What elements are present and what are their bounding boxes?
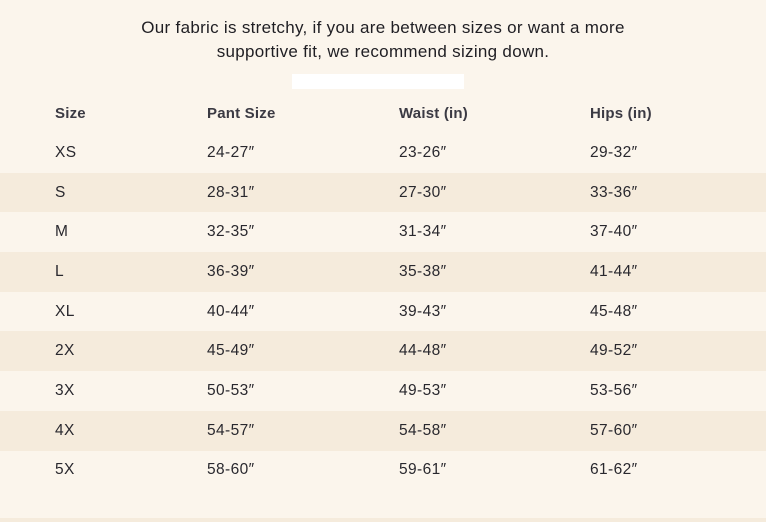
cell-pant-size: 50-53″: [207, 381, 255, 399]
cell-hips: 53-56″: [590, 381, 638, 399]
cell-pant-size: 36-39″: [207, 262, 255, 280]
cell-hips: 61-62″: [590, 461, 638, 479]
cell-pant-size: 24-27″: [207, 143, 255, 161]
cell-pant-size: 45-49″: [207, 342, 255, 360]
cell-waist: 23-26″: [399, 143, 447, 161]
cell-size: 4X: [55, 421, 75, 439]
table-row: L 36-39″ 35-38″ 41-44″: [0, 252, 766, 292]
cell-size: 2X: [55, 342, 75, 360]
cell-hips: 29-32″: [590, 143, 638, 161]
cell-hips: 41-44″: [590, 262, 638, 280]
table-row: M 32-35″ 31-34″ 37-40″: [0, 212, 766, 252]
cell-pant-size: 28-31″: [207, 183, 255, 201]
cell-size: 5X: [55, 461, 75, 479]
cell-waist: 49-53″: [399, 381, 447, 399]
cell-size: 3X: [55, 381, 75, 399]
bottom-stripe-band: [0, 518, 766, 522]
cell-pant-size: 54-57″: [207, 421, 255, 439]
fit-note: Our fabric is stretchy, if you are betwe…: [0, 0, 766, 64]
table-row: XL 40-44″ 39-43″ 45-48″: [0, 292, 766, 332]
cell-waist: 59-61″: [399, 461, 447, 479]
fit-note-line1: Our fabric is stretchy, if you are betwe…: [141, 18, 625, 37]
table-row: 2X 45-49″ 44-48″ 49-52″: [0, 331, 766, 372]
cell-waist: 31-34″: [399, 223, 447, 241]
cell-pant-size: 40-44″: [207, 302, 255, 320]
column-header-waist: Waist (in): [399, 104, 468, 122]
cell-pant-size: 58-60″: [207, 461, 255, 479]
highlight-bar: [292, 74, 464, 89]
cell-hips: 57-60″: [590, 421, 638, 439]
cell-waist: 27-30″: [399, 183, 447, 201]
cell-pant-size: 32-35″: [207, 223, 255, 241]
column-header-size: Size: [55, 104, 86, 122]
cell-waist: 44-48″: [399, 342, 447, 360]
cell-hips: 33-36″: [590, 183, 638, 201]
column-header-hips: Hips (in): [590, 104, 652, 122]
table-row: 4X 54-57″ 54-58″ 57-60″: [0, 410, 766, 451]
cell-size: L: [55, 262, 65, 280]
cell-size: XL: [55, 302, 75, 320]
cell-size: S: [55, 183, 66, 201]
cell-hips: 37-40″: [590, 223, 638, 241]
cell-size: M: [55, 223, 69, 241]
table-row: XS 24-27″ 23-26″ 29-32″: [0, 133, 766, 173]
fit-note-line2: supportive fit, we recommend sizing down…: [216, 42, 550, 61]
cell-hips: 49-52″: [590, 342, 638, 360]
table-row: 5X 58-60″ 59-61″ 61-62″: [0, 451, 766, 491]
cell-size: XS: [55, 143, 77, 161]
size-chart-table: Size Pant Size Waist (in) Hips (in) XS 2…: [0, 93, 766, 490]
table-header-row: Size Pant Size Waist (in) Hips (in): [0, 93, 766, 133]
table-row: 3X 50-53″ 49-53″ 53-56″: [0, 371, 766, 411]
cell-waist: 35-38″: [399, 262, 447, 280]
cell-waist: 54-58″: [399, 421, 447, 439]
table-row: S 28-31″ 27-30″ 33-36″: [0, 172, 766, 213]
cell-waist: 39-43″: [399, 302, 447, 320]
cell-hips: 45-48″: [590, 302, 638, 320]
column-header-pant-size: Pant Size: [207, 104, 276, 122]
